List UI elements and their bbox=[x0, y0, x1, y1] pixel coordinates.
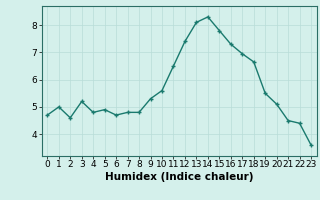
X-axis label: Humidex (Indice chaleur): Humidex (Indice chaleur) bbox=[105, 172, 253, 182]
